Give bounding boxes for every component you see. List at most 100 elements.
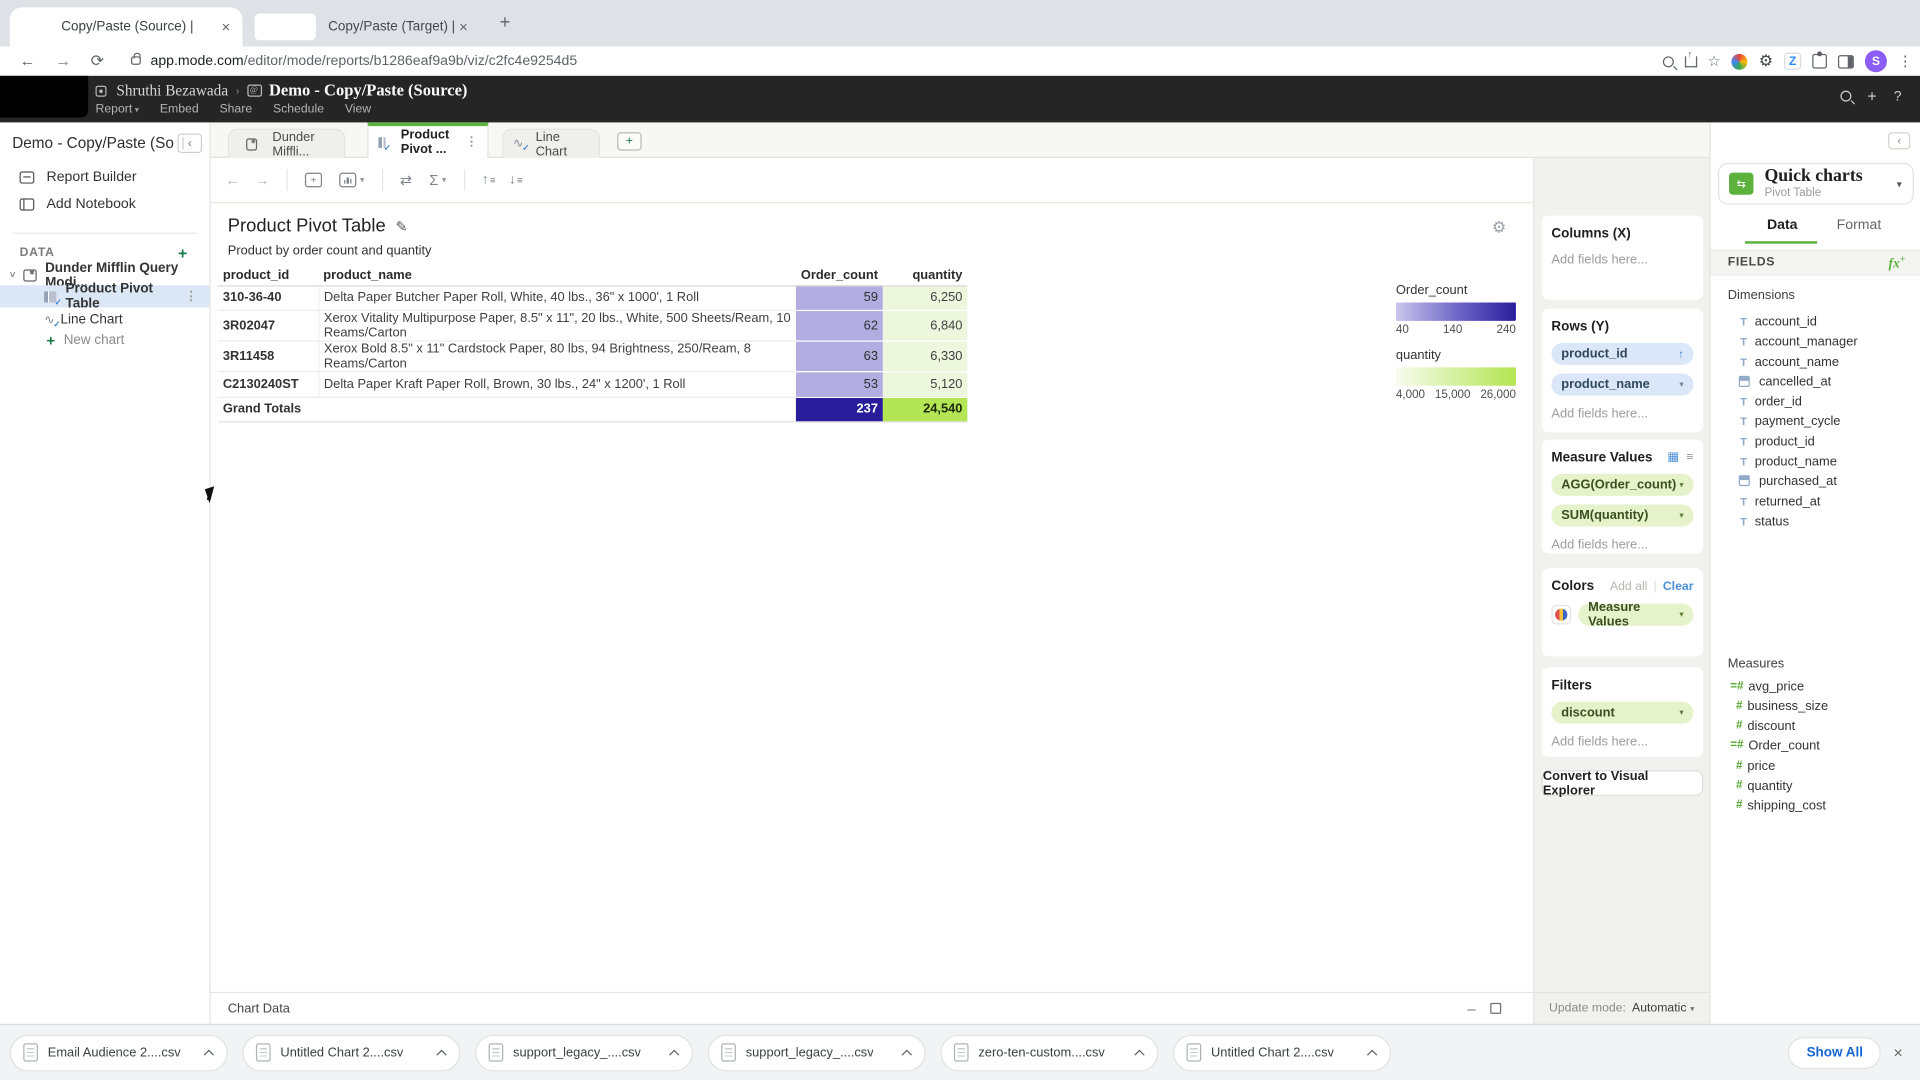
column-header[interactable]: product_id <box>217 266 319 286</box>
undo-icon[interactable]: ← <box>225 171 241 189</box>
measure-pill-order-count[interactable]: AGG(Order_count) ▾ <box>1551 473 1694 496</box>
address-bar[interactable]: app.mode.com/editor/mode/reports/b1286ea… <box>150 53 578 68</box>
filter-pill-discount[interactable]: discount ▾ <box>1551 701 1694 724</box>
swap-axes-icon[interactable]: ⇄ <box>399 171 413 189</box>
chevron-up-icon[interactable] <box>668 1048 680 1060</box>
sidebar-item-add-notebook[interactable]: Add Notebook <box>0 193 209 215</box>
browser-menu-icon[interactable]: ⋮ <box>1897 52 1913 70</box>
list-layout-icon[interactable]: ≡ <box>1686 450 1694 465</box>
redo-icon[interactable]: → <box>254 171 270 189</box>
field-item[interactable]: account_manager <box>1711 332 1920 350</box>
new-chart-button[interactable]: + New chart <box>46 331 125 349</box>
reload-icon[interactable]: ⟳ <box>90 50 104 70</box>
chevron-down-icon[interactable]: ▾ <box>1896 178 1902 190</box>
download-item[interactable]: Untitled Chart 2....csv <box>242 1034 461 1071</box>
new-tab-icon[interactable]: + <box>499 12 511 34</box>
chevron-down-icon[interactable]: ▾ <box>1679 380 1684 390</box>
download-item[interactable]: zero-ten-custom....csv <box>940 1034 1159 1071</box>
add-icon[interactable]: + <box>1867 86 1877 106</box>
menu-report[interactable]: Report ▾ <box>95 102 140 117</box>
field-item[interactable]: payment_cycle <box>1711 411 1920 429</box>
field-item[interactable]: # business_size <box>1711 697 1920 715</box>
chart-settings-gear-icon[interactable]: ⚙ <box>1491 217 1507 237</box>
sort-ascending-icon[interactable]: ↑ <box>1678 347 1684 361</box>
field-item[interactable]: cancelled_at <box>1711 372 1920 390</box>
kebab-menu-icon[interactable]: ⋮ <box>465 135 478 149</box>
clear-link[interactable]: Clear <box>1662 579 1694 594</box>
add-to-chart-icon[interactable]: + <box>304 172 323 188</box>
menu-schedule[interactable]: Schedule <box>272 102 325 117</box>
download-item[interactable]: support_legacy_....csv <box>707 1034 926 1071</box>
chevron-up-icon[interactable] <box>1366 1048 1378 1060</box>
minimize-icon[interactable]: – <box>1467 999 1476 1017</box>
collapse-sidebar-icon[interactable]: ‹ <box>177 133 203 154</box>
sidebar-item-line-chart[interactable]: ∿ Line Chart <box>0 309 209 331</box>
padlock-icon[interactable] <box>130 52 141 65</box>
sort-descending-icon[interactable]: ↓ ≡ <box>509 172 523 188</box>
chevron-down-icon[interactable]: ▾ <box>1679 511 1684 521</box>
chevron-up-icon[interactable] <box>901 1048 913 1060</box>
back-icon[interactable]: ← <box>19 51 36 70</box>
aggregate-button[interactable]: Σ ▾ <box>429 171 446 188</box>
field-item[interactable]: # discount <box>1711 716 1920 734</box>
chevron-up-icon[interactable] <box>436 1048 447 1060</box>
field-item[interactable]: =# Order_count <box>1730 737 1820 753</box>
add-fields-dropzone[interactable]: Add fields here... <box>1551 406 1648 422</box>
field-pill-product-id[interactable]: product_id ↑ <box>1551 342 1694 365</box>
kebab-menu-icon[interactable]: ⋮ <box>184 289 198 304</box>
add-fields-dropzone[interactable]: Add fields here... <box>1551 252 1648 267</box>
puzzle-extensions-icon[interactable] <box>1812 51 1827 69</box>
table-row[interactable]: 3R02047 Xerox Vitality Multipurpose Pape… <box>217 310 968 342</box>
add-fields-dropzone[interactable]: Add fields here... <box>1551 734 1648 750</box>
extension-z-icon[interactable]: Z <box>1784 52 1802 70</box>
profile-avatar[interactable]: S <box>1864 50 1887 73</box>
menu-embed[interactable]: Embed <box>159 102 199 117</box>
color-swatch-icon[interactable] <box>1551 604 1572 625</box>
help-icon[interactable]: ? <box>1893 88 1902 104</box>
close-downloads-icon[interactable]: × <box>1893 1043 1903 1062</box>
tab-product-pivot[interactable]: Product Pivot ... ⋮ <box>367 122 489 158</box>
chevron-down-icon[interactable]: ▾ <box>1679 481 1684 490</box>
chevron-down-icon[interactable]: ▾ <box>1679 611 1684 620</box>
chart-options-button[interactable]: ▾ <box>339 172 364 188</box>
table-row[interactable]: 310-36-40 Delta Paper Butcher Paper Roll… <box>217 285 968 312</box>
edit-pencil-icon[interactable]: ✎ <box>395 217 408 235</box>
tab-format[interactable]: Format <box>1836 217 1882 233</box>
show-all-button[interactable]: Show All <box>1788 1036 1882 1069</box>
chart-data-tab[interactable]: Chart Data <box>227 1001 290 1016</box>
tab-line-chart[interactable]: ∿ Line Chart <box>502 128 601 159</box>
browser-tab-target[interactable]: Copy/Paste (Target) | × <box>250 7 480 46</box>
field-item[interactable]: product_id <box>1711 432 1920 450</box>
table-row[interactable]: C2130240ST Delta Paper Kraft Paper Roll,… <box>217 371 968 398</box>
browser-tab-source[interactable]: Copy/Paste (Source) | × <box>9 7 243 47</box>
field-pill-product-name[interactable]: product_name ▾ <box>1551 373 1694 396</box>
bookmark-star-icon[interactable]: ☆ <box>1707 52 1721 70</box>
add-data-icon[interactable]: + <box>178 243 188 262</box>
workspace-name[interactable]: Shruthi Bezawada <box>116 81 229 99</box>
chevron-up-icon[interactable] <box>203 1048 215 1060</box>
report-title[interactable]: Demo - Copy/Paste (Source) <box>268 80 468 100</box>
field-item[interactable]: # quantity <box>1711 776 1920 794</box>
chevron-up-icon[interactable] <box>1134 1048 1145 1060</box>
add-all-link[interactable]: Add all <box>1609 579 1648 594</box>
tab-dunder-mifflin[interactable]: Dunder Miffli... <box>227 128 346 159</box>
menu-share[interactable]: Share <box>219 102 253 117</box>
search-icon[interactable] <box>1662 55 1674 67</box>
download-item[interactable]: support_legacy_....csv <box>475 1034 694 1071</box>
tab-data[interactable]: Data <box>1766 217 1798 233</box>
add-fields-dropzone[interactable]: Add fields here... <box>1551 537 1648 553</box>
share-icon[interactable] <box>1684 48 1697 67</box>
field-item[interactable]: # shipping_cost <box>1711 796 1920 814</box>
table-row[interactable]: 3R11458 Xerox Bold 8.5" x 11" Cardstock … <box>217 341 968 373</box>
field-item[interactable]: order_id <box>1711 392 1920 410</box>
close-tab-icon[interactable]: × <box>221 18 231 36</box>
sort-ascending-icon[interactable]: ↑ ≡ <box>481 172 496 188</box>
gear-icon[interactable]: ⚙ <box>1758 51 1774 70</box>
extension-color-icon[interactable] <box>1731 53 1748 70</box>
field-item[interactable]: account_name <box>1711 353 1920 371</box>
download-item[interactable]: Email Audience 2....csv <box>9 1034 228 1071</box>
column-header[interactable]: product_name <box>318 266 796 286</box>
side-panel-icon[interactable] <box>1837 54 1854 68</box>
sidebar-item-product-pivot-table[interactable]: Product Pivot Table ⋮ <box>0 282 210 311</box>
field-item[interactable]: # price <box>1711 757 1920 775</box>
